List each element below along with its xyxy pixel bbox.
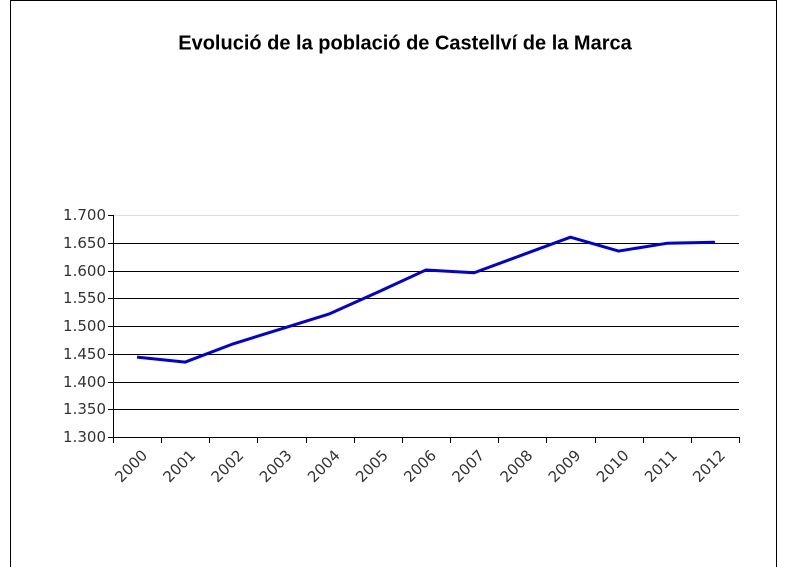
y-tick-label: 1.400 bbox=[63, 373, 106, 391]
chart-title: Evolució de la població de Castellví de … bbox=[178, 32, 632, 54]
y-tick-label: 1.600 bbox=[63, 262, 106, 280]
line-series bbox=[136, 235, 715, 364]
y-tick-label: 1.300 bbox=[63, 428, 106, 446]
y-tick-label: 1.450 bbox=[63, 345, 106, 363]
y-tick-label: 1.700 bbox=[63, 206, 106, 224]
y-tick-label: 1.350 bbox=[63, 400, 106, 418]
y-tick-label: 1.500 bbox=[63, 317, 106, 335]
y-tick-label: 1.550 bbox=[63, 289, 106, 307]
y-tick-label: 1.650 bbox=[63, 234, 106, 252]
